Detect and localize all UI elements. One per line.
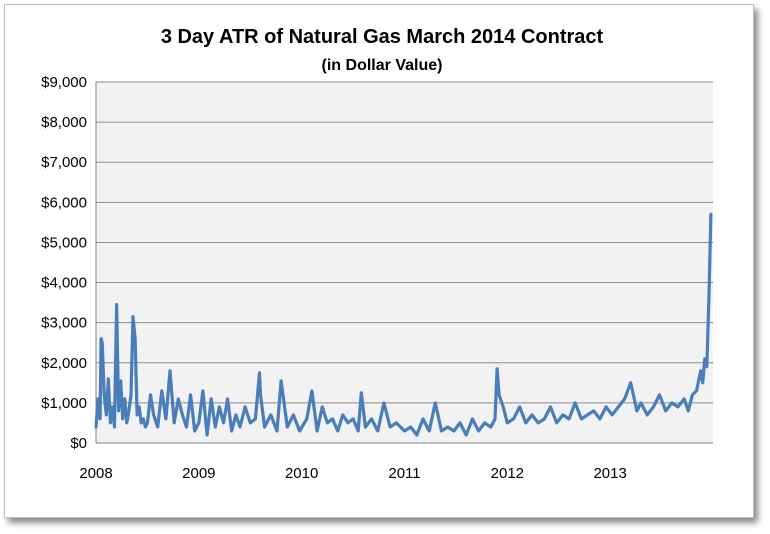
y-tick-label: $6,000 <box>41 194 87 211</box>
y-tick-label: $9,000 <box>41 74 87 91</box>
plot-area <box>96 82 713 443</box>
y-axis-tick-labels: $0 $1,000 $2,000 $3,000 $4,000 $5,000 $6,000 $7… <box>41 74 87 452</box>
axes <box>95 82 713 444</box>
y-tick-label: $7,000 <box>41 154 87 171</box>
series-group <box>94 212 713 437</box>
y-tick-label: $0 <box>70 435 87 452</box>
y-tick-label: $1,000 <box>41 395 87 412</box>
y-tick-label: $4,000 <box>41 275 87 292</box>
y-tick-label: $5,000 <box>41 234 87 251</box>
y-tick-label: $2,000 <box>41 355 87 372</box>
y-tick-label: $3,000 <box>41 315 87 332</box>
x-tick-label: 2013 <box>593 465 626 482</box>
series-line <box>94 212 713 437</box>
y-tick-label: $8,000 <box>41 114 87 131</box>
x-tick-label: 2011 <box>388 465 420 482</box>
gridlines <box>96 81 713 404</box>
x-tick-label: 2012 <box>491 465 524 482</box>
x-axis-tick-labels: 2008 2009 2010 2011 2012 2013 <box>79 465 627 482</box>
x-tick-label: 2008 <box>79 465 112 482</box>
x-tick-label: 2010 <box>285 465 318 482</box>
x-tick-label: 2009 <box>182 465 215 482</box>
chart-subtitle: (in Dollar Value) <box>322 57 443 74</box>
chart-title: 3 Day ATR of Natural Gas March 2014 Cont… <box>161 26 604 48</box>
